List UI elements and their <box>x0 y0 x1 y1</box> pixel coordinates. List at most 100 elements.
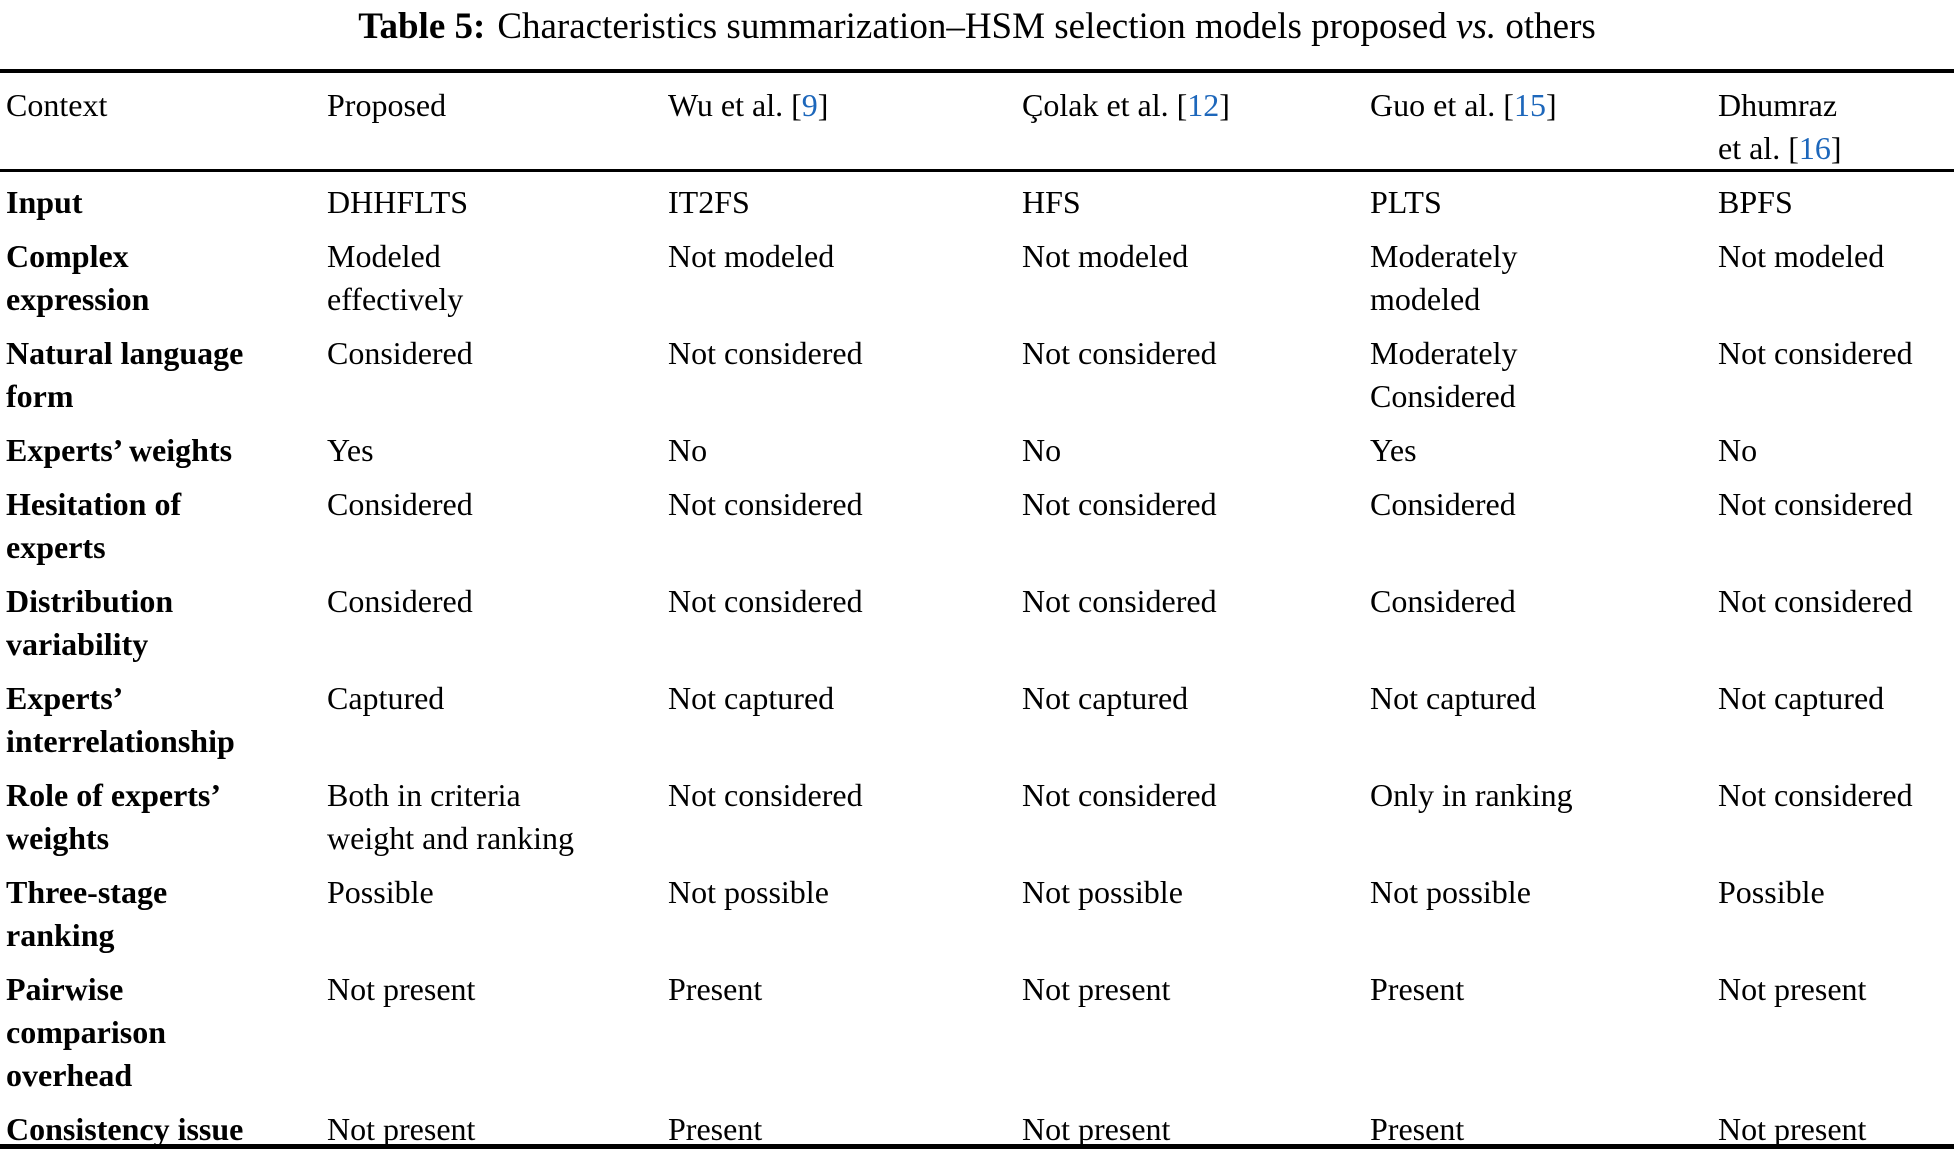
row-cell: Not possible <box>1370 874 1531 910</box>
column-header-label: Proposed <box>327 87 447 123</box>
column-header-label: Wu et al. [ <box>668 87 802 123</box>
column-header-context: Context <box>6 84 327 170</box>
table-caption-tail: others <box>1496 6 1596 47</box>
table-row: Experts’ interrelationship Captured Not ca… <box>0 677 1954 763</box>
row-cell: Not considered <box>1022 583 1217 619</box>
row-cell: Present <box>668 971 763 1007</box>
column-header-dhumraz: Dhumraz et al. [16] <box>1718 84 1948 170</box>
table-row: Input DHHFLTS IT2FS HFS PLTS BPFS <box>0 181 1954 224</box>
row-cell: Not considered <box>1718 486 1913 522</box>
row-cell: Not considered <box>1718 335 1913 371</box>
row-cell: Considered <box>327 486 473 522</box>
table-caption-label: Table 5: <box>358 6 486 47</box>
row-context-label: Input <box>6 184 83 220</box>
row-cell: Not considered <box>1718 583 1913 619</box>
row-cell: Not considered <box>1022 486 1217 522</box>
table-caption: Table 5: Characteristics summarization–HS… <box>0 2 1954 52</box>
row-cell: Not captured <box>1370 680 1537 716</box>
row-cell: Not captured <box>668 680 835 716</box>
citation-link[interactable]: 16 <box>1798 130 1831 166</box>
row-cell: Not present <box>327 971 476 1007</box>
row-cell: Not present <box>1022 971 1171 1007</box>
row-cell: Not considered <box>668 777 863 813</box>
column-header-colak: Çolak et al. [12] <box>1022 84 1370 170</box>
row-cell: Present <box>1370 1111 1465 1147</box>
bracket: ] <box>1219 87 1230 123</box>
header-rule <box>0 169 1954 172</box>
row-cell: Considered <box>1370 583 1516 619</box>
row-cell: Not captured <box>1022 680 1189 716</box>
row-cell: Not modeled <box>1022 238 1189 274</box>
row-cell: PLTS <box>1370 184 1442 220</box>
column-header-label: Context <box>6 87 108 123</box>
row-cell: Not considered <box>668 335 863 371</box>
citation-link[interactable]: 9 <box>801 87 818 123</box>
column-header-label: Guo et al. [ <box>1370 87 1514 123</box>
column-header-label: Çolak et al. [ <box>1022 87 1188 123</box>
row-cell: Only in ranking <box>1370 777 1573 813</box>
table-row: Pairwise comparison overhead Not present P… <box>0 968 1954 1097</box>
table-body: Input DHHFLTS IT2FS HFS PLTS BPFS Complex expr… <box>0 181 1954 1151</box>
row-cell: Not present <box>327 1111 476 1147</box>
top-rule <box>0 69 1954 73</box>
row-cell: No <box>668 432 708 468</box>
row-cell: Not considered <box>668 583 863 619</box>
table-row: Complex expression Modeled effectively Not… <box>0 235 1954 321</box>
citation-link[interactable]: 15 <box>1513 87 1546 123</box>
row-cell: BPFS <box>1718 184 1793 220</box>
row-cell: Moderately modeled <box>1370 238 1518 317</box>
row-cell: Not considered <box>1022 777 1217 813</box>
table-row: Experts’ weights Yes No No Yes No <box>0 429 1954 472</box>
column-header-guo: Guo et al. [15] <box>1370 84 1718 170</box>
column-header-proposed: Proposed <box>327 84 668 170</box>
row-cell: Not considered <box>668 486 863 522</box>
bottom-rule <box>0 1144 1954 1149</box>
row-cell: Present <box>1370 971 1465 1007</box>
row-cell: Not modeled <box>1718 238 1885 274</box>
row-cell: HFS <box>1022 184 1081 220</box>
row-cell: Present <box>668 1111 763 1147</box>
row-cell: Not present <box>1718 971 1867 1007</box>
row-cell: Not present <box>1718 1111 1867 1147</box>
row-cell: Captured <box>327 680 445 716</box>
bracket: ] <box>1545 87 1557 123</box>
citation-link[interactable]: 12 <box>1187 87 1220 123</box>
table-row: Role of experts’ weights Both in criteria… <box>0 774 1954 860</box>
table-row: Hesitation of experts Considered Not consi… <box>0 483 1954 569</box>
row-cell: Considered <box>1370 486 1516 522</box>
row-context-label: Role of experts’ weights <box>6 777 222 856</box>
row-cell: Yes <box>1370 432 1417 468</box>
row-cell: Not modeled <box>668 238 835 274</box>
row-cell: Yes <box>327 432 374 468</box>
row-context-label: Consistency issue <box>6 1111 244 1147</box>
column-header-label: et al. [ <box>1718 130 1799 166</box>
table-header-row: Context Proposed Wu et al. [9] Çolak et … <box>0 84 1954 170</box>
table-caption-vs: vs. <box>1456 6 1497 47</box>
row-cell: Possible <box>327 874 434 910</box>
table-row: Three-stage ranking Possible Not possible N… <box>0 871 1954 957</box>
bracket: ] <box>1830 130 1842 166</box>
row-cell: Not considered <box>1022 335 1217 371</box>
row-cell: Not possible <box>668 874 829 910</box>
row-cell: No <box>1022 432 1062 468</box>
row-cell: Not present <box>1022 1111 1171 1147</box>
row-cell: Moderately Considered <box>1370 335 1518 414</box>
row-context-label: Experts’ weights <box>6 432 233 468</box>
table-caption-text: Characteristics summarization–HSM select… <box>497 6 1457 47</box>
row-cell: Considered <box>327 335 473 371</box>
column-header-label: Dhumraz <box>1718 87 1838 123</box>
row-context-label: Pairwise comparison overhead <box>6 971 166 1093</box>
table-row: Natural language form Considered Not consi… <box>0 332 1954 418</box>
row-cell: Not considered <box>1718 777 1913 813</box>
column-header-wu: Wu et al. [9] <box>668 84 1022 170</box>
row-cell: DHHFLTS <box>327 184 469 220</box>
row-cell: Possible <box>1718 874 1825 910</box>
row-cell: IT2FS <box>668 184 750 220</box>
row-context-label: Experts’ interrelationship <box>6 680 235 759</box>
table-row: Distribution variability Considered Not co… <box>0 580 1954 666</box>
row-context-label: Natural language form <box>6 335 244 414</box>
table-row: Consistency issue Not present Present Not p… <box>0 1108 1954 1151</box>
row-cell: No <box>1718 432 1758 468</box>
row-context-label: Distribution variability <box>6 583 174 662</box>
row-cell: Not captured <box>1718 680 1885 716</box>
